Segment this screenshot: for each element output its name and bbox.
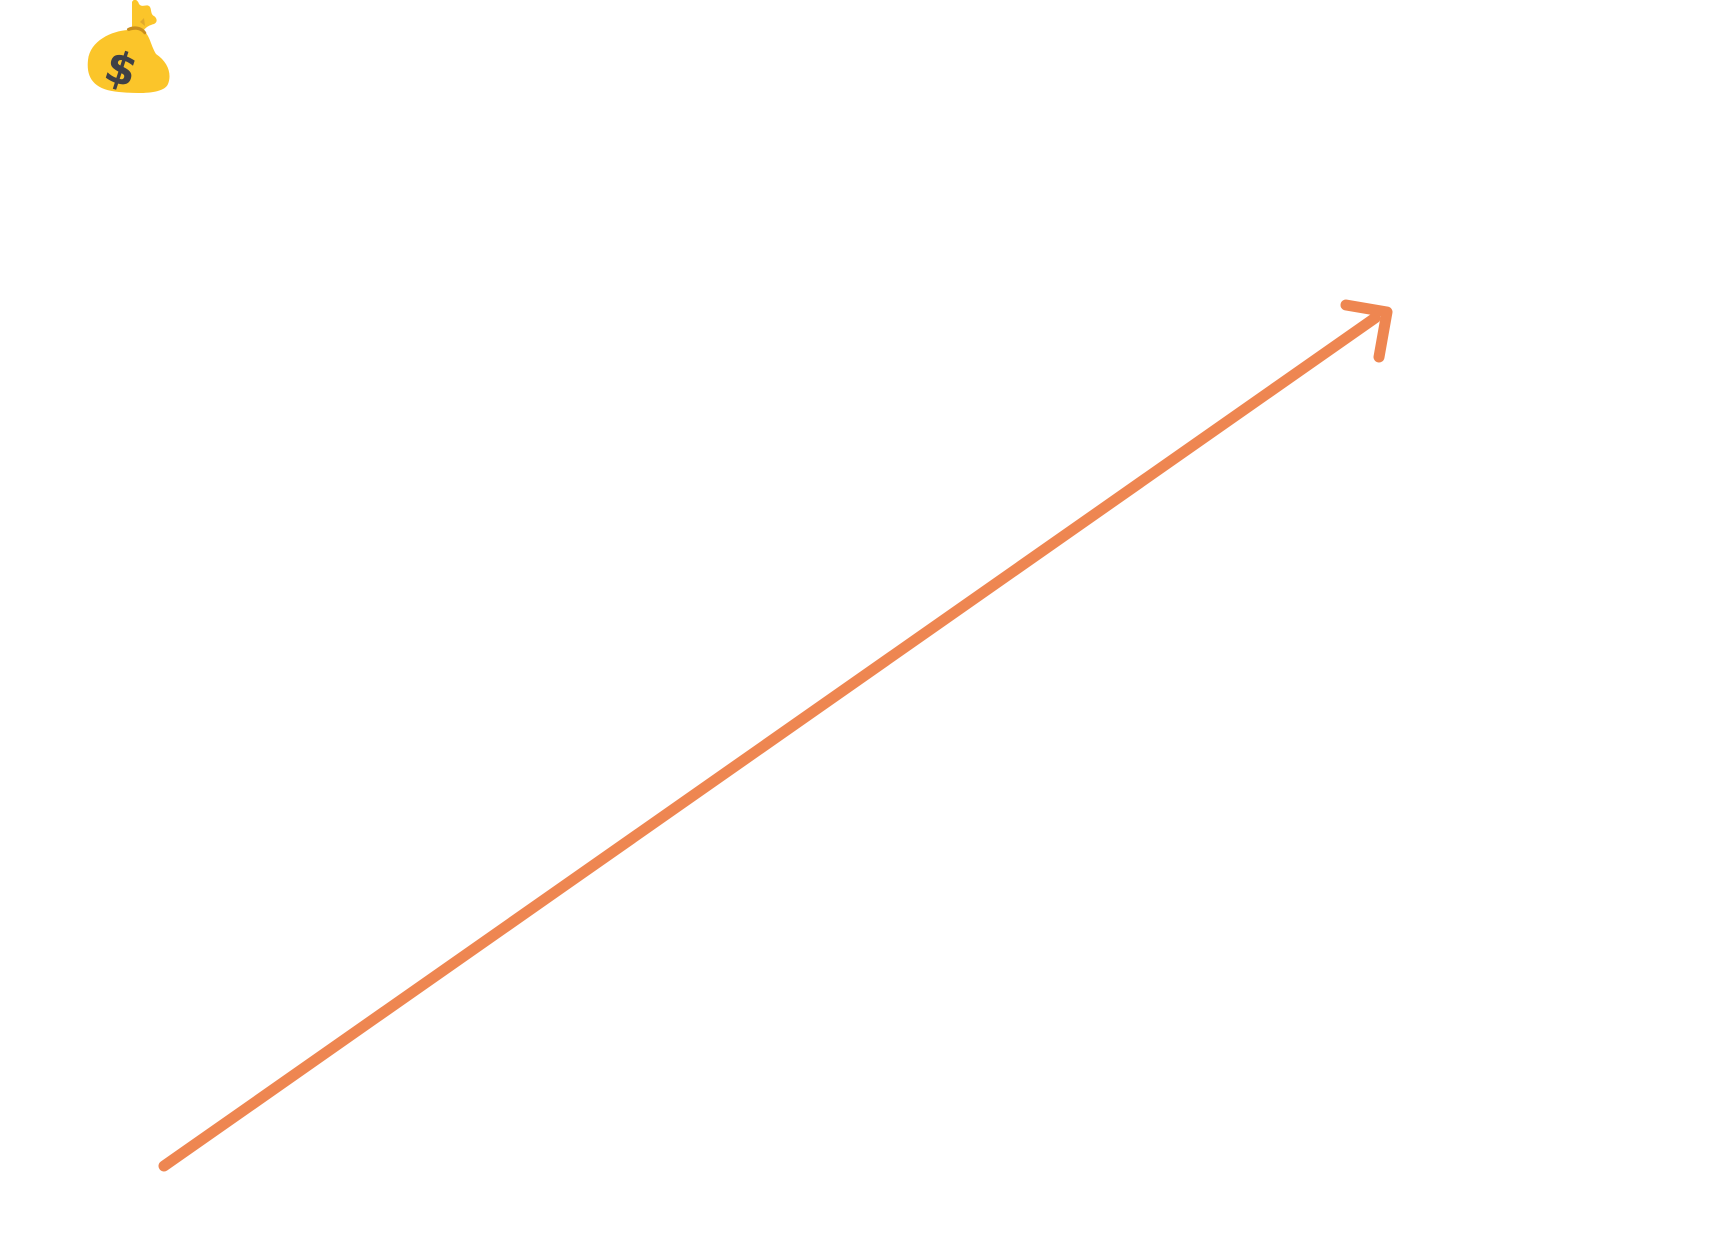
money-bag-svg: $ <box>87 0 170 98</box>
trend-arrow-shaft <box>158 312 1381 1172</box>
bag-tie <box>126 26 147 35</box>
bag-top-tuft <box>132 0 157 30</box>
trend-arrow-head <box>1340 299 1393 363</box>
bag-knot <box>140 18 145 26</box>
money-bag-icon: $ <box>84 0 176 100</box>
bag-body <box>87 30 170 94</box>
